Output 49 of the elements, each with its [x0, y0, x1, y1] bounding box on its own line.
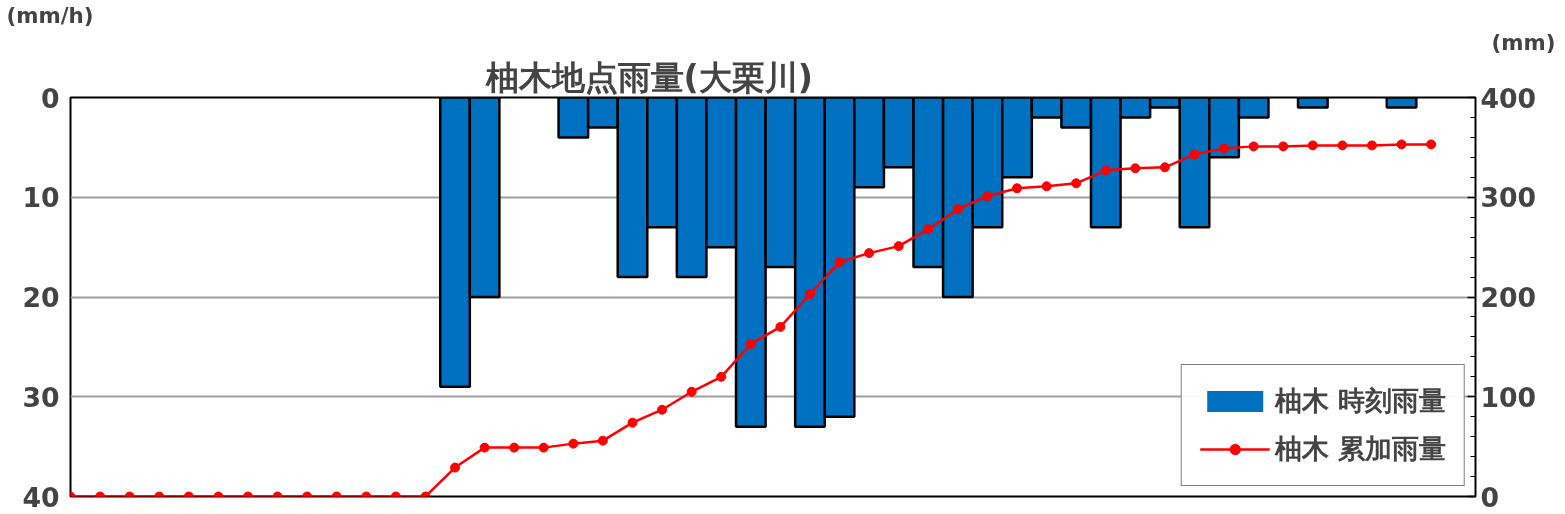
point	[1307, 140, 1318, 151]
chart-title: 柚木地点雨量(大栗川)	[484, 57, 813, 97]
point	[1426, 139, 1437, 150]
y-tick-label: 30	[22, 381, 60, 413]
point	[627, 417, 638, 428]
point	[1219, 143, 1230, 154]
point	[1100, 165, 1111, 176]
point	[716, 371, 727, 382]
point	[893, 241, 904, 252]
y2-tick-label: 100	[1480, 381, 1537, 413]
point	[479, 442, 490, 453]
point	[686, 386, 697, 397]
point	[509, 442, 520, 453]
point	[597, 435, 608, 446]
y-axis-title: (mm/h)	[6, 2, 94, 28]
point	[450, 462, 461, 473]
y-tick-label: 10	[22, 182, 60, 214]
point	[1012, 183, 1023, 194]
point	[1337, 140, 1348, 151]
point	[923, 224, 934, 235]
y-tick-label: 0	[40, 82, 60, 114]
point	[1189, 149, 1200, 160]
point	[1159, 162, 1170, 173]
y-tick-label: 20	[22, 282, 60, 313]
y2-axis-title: (mm)	[1491, 29, 1556, 55]
point	[538, 442, 549, 453]
y2-tick-label: 400	[1480, 82, 1537, 114]
point	[1248, 141, 1259, 152]
point	[1041, 181, 1052, 192]
point	[1278, 141, 1289, 152]
point	[864, 248, 875, 259]
point	[834, 257, 845, 268]
point	[1366, 140, 1377, 151]
y2-tick-label: 300	[1480, 182, 1537, 214]
point	[1071, 178, 1082, 189]
point	[745, 338, 756, 349]
y2-tick-label: 200	[1480, 282, 1537, 313]
point	[775, 321, 786, 332]
y2-tick-label: 0	[1480, 481, 1500, 513]
point	[568, 438, 579, 449]
point	[657, 404, 668, 415]
y-tick-label: 40	[22, 481, 60, 513]
legend-label: 柚木 時刻雨量	[1274, 384, 1446, 418]
point	[952, 204, 963, 215]
legend-label: 柚木 累加雨量	[1274, 432, 1446, 466]
point	[1396, 139, 1407, 150]
point	[804, 289, 815, 299]
point	[982, 191, 993, 202]
point	[1130, 163, 1141, 174]
